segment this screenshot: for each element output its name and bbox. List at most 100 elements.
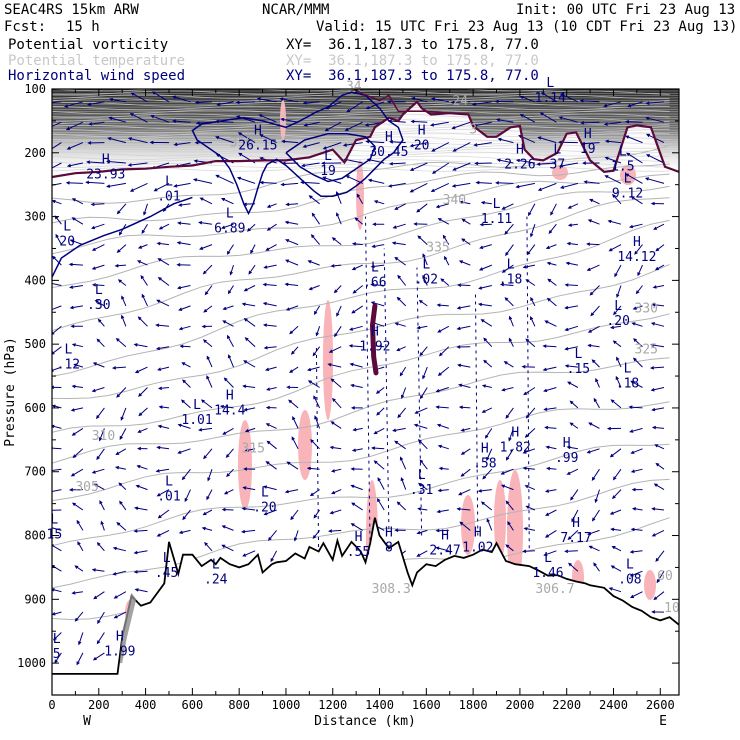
wind-vector bbox=[52, 544, 62, 552]
wind-vector bbox=[177, 203, 191, 207]
wind-vector bbox=[521, 365, 535, 369]
wind-vector bbox=[478, 264, 492, 271]
wind-vector bbox=[157, 277, 170, 286]
wind-vector bbox=[286, 461, 299, 470]
wind-vector bbox=[133, 529, 148, 533]
wind-vector bbox=[69, 285, 83, 289]
x-tick-label: 2200 bbox=[552, 698, 581, 712]
wind-vector bbox=[625, 135, 643, 144]
wind-vector bbox=[436, 509, 449, 514]
wind-vector bbox=[653, 483, 665, 491]
wind-vector bbox=[71, 198, 84, 205]
wind-vector bbox=[117, 279, 127, 286]
wind-vector bbox=[419, 346, 428, 357]
wind-vector bbox=[140, 274, 148, 286]
wind-vector bbox=[564, 549, 578, 554]
wind-vector bbox=[524, 428, 536, 438]
theta-contour-strato bbox=[52, 144, 670, 149]
extremum-letter: H bbox=[226, 388, 234, 403]
wind-vector bbox=[435, 528, 449, 533]
y-axis-label: Pressure (hPa) bbox=[3, 337, 18, 447]
jet-contour-outer bbox=[191, 91, 404, 216]
wind-vector bbox=[119, 428, 127, 440]
wind-vector bbox=[292, 415, 299, 429]
wind-vector bbox=[610, 399, 622, 409]
extremum-letter: L bbox=[50, 513, 58, 528]
wind-vector bbox=[440, 278, 450, 286]
wind-vector bbox=[416, 550, 428, 557]
wind-vector bbox=[588, 422, 600, 429]
wind-vector bbox=[593, 562, 600, 572]
wind-vector bbox=[223, 377, 234, 388]
wind-vector bbox=[229, 264, 234, 276]
wind-vector bbox=[568, 562, 579, 572]
wind-vector bbox=[91, 568, 105, 572]
wind-vector bbox=[177, 448, 191, 454]
wind-vector bbox=[151, 91, 170, 103]
wind-vector bbox=[280, 117, 299, 123]
theta-contour-strato bbox=[52, 140, 670, 145]
extremum-value: 1.99 bbox=[104, 644, 135, 659]
wind-vector bbox=[156, 299, 170, 307]
wind-vector bbox=[604, 156, 622, 164]
plot-frame bbox=[51, 88, 680, 696]
wind-vector bbox=[266, 440, 277, 450]
wind-vector bbox=[567, 530, 579, 540]
wind-vector bbox=[204, 541, 213, 552]
x-tick-label: 1400 bbox=[365, 698, 394, 712]
wind-vector bbox=[519, 95, 536, 103]
wind-vector bbox=[176, 263, 191, 267]
wind-vector bbox=[566, 241, 578, 246]
x-tick-label: 1200 bbox=[318, 698, 347, 712]
y-tick-label: 300 bbox=[24, 210, 46, 224]
extremum-letter: H bbox=[102, 152, 110, 167]
field-name-theta: Potential temperature bbox=[8, 53, 186, 69]
wind-vector bbox=[499, 282, 514, 287]
wind-vector bbox=[438, 466, 449, 471]
extremum-letter: H bbox=[371, 325, 379, 340]
wind-vector bbox=[632, 305, 643, 310]
extremum-value: .24 bbox=[204, 572, 228, 587]
wind-vector bbox=[508, 428, 514, 442]
wind-vector bbox=[332, 397, 342, 409]
field-labels: 350 340 335 330 325 315 310 305 308.3 306.7 24 34 3 6… bbox=[47, 76, 680, 662]
wind-vector bbox=[263, 509, 277, 516]
wind-vector bbox=[69, 305, 83, 310]
wind-vector bbox=[459, 521, 471, 531]
wind-vector bbox=[156, 489, 170, 497]
wind-vector bbox=[311, 212, 321, 225]
wind-vector bbox=[650, 201, 665, 206]
wind-vector bbox=[243, 318, 256, 327]
wind-vector bbox=[241, 529, 256, 534]
wind-vector bbox=[612, 340, 622, 348]
wind-vector bbox=[377, 498, 385, 511]
wind-vector bbox=[71, 427, 84, 436]
wind-vector bbox=[457, 363, 471, 368]
wind-vector bbox=[118, 482, 127, 490]
wind-vector bbox=[611, 546, 622, 552]
wind-vector bbox=[418, 299, 428, 307]
extremum-letter: L bbox=[64, 342, 72, 357]
wind-vector bbox=[580, 121, 600, 125]
wind-vector bbox=[92, 652, 105, 661]
wind-vector bbox=[314, 415, 321, 429]
wind-vector bbox=[430, 97, 449, 103]
wind-vector bbox=[571, 509, 579, 523]
wind-vector bbox=[649, 366, 665, 370]
wind-vector bbox=[544, 320, 557, 327]
wind-vector bbox=[486, 448, 493, 462]
wind-vector bbox=[346, 101, 363, 113]
wind-vector bbox=[137, 427, 148, 433]
wind-vector bbox=[348, 344, 363, 348]
theta-label: 350 bbox=[230, 135, 253, 150]
wind-vector bbox=[653, 591, 665, 601]
wind-vector bbox=[625, 119, 643, 124]
wind-vector bbox=[137, 316, 148, 327]
wind-vector bbox=[477, 489, 492, 493]
wind-vector bbox=[525, 338, 536, 348]
wind-vector bbox=[71, 217, 84, 225]
wind-vector bbox=[633, 357, 643, 368]
wind-vector bbox=[54, 215, 62, 225]
wind-vector bbox=[396, 296, 407, 307]
wind-vector bbox=[335, 191, 342, 204]
